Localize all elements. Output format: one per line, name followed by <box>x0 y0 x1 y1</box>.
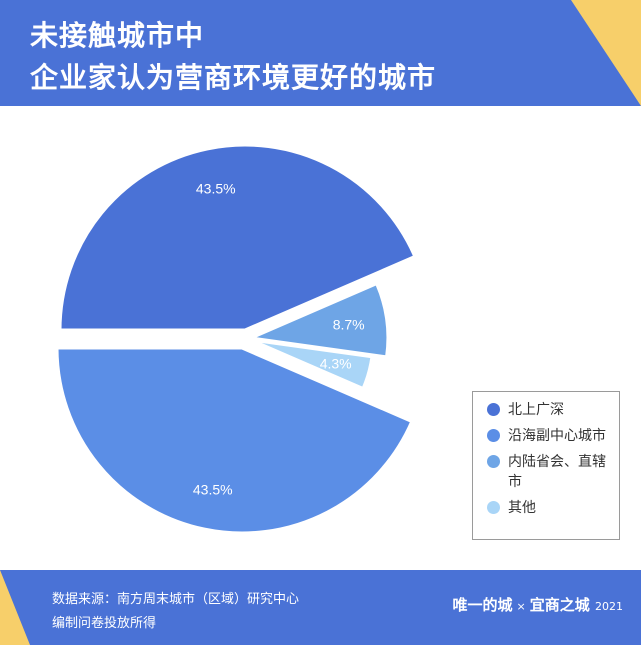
legend-item-0: 北上广深 <box>487 400 611 420</box>
brand-year: 2021 <box>595 600 623 613</box>
legend-label: 其他 <box>508 500 536 516</box>
brand-right-text: 宜商之城 <box>529 596 590 614</box>
pie-slice-0 <box>58 143 417 332</box>
brand-logo: 唯一的城 × 宜商之城 2021 <box>453 594 623 615</box>
brand-separator: × <box>516 600 526 613</box>
legend-dot-icon <box>487 455 500 468</box>
legend-item-2: 内陆省会、直辖市 <box>487 452 611 492</box>
slice-value-label-3: 4.3% <box>320 356 352 372</box>
pie-labels: 43.5% 8.7% 4.3% 43.5% <box>193 181 365 498</box>
pie-slice-1 <box>55 346 414 535</box>
chart-title-line-2: 企业家认为营商环境更好的城市 <box>30 61 437 94</box>
legend-label: 内陆省会、直辖市 <box>508 454 606 490</box>
header-corner-decoration <box>571 0 641 106</box>
pie-slice-2 <box>245 281 390 359</box>
pie-chart: 43.5% 8.7% 4.3% 43.5% <box>55 143 417 535</box>
legend-item-1: 沿海副中心城市 <box>487 426 611 446</box>
pie-slice-3 <box>250 338 374 391</box>
footer-corner-decoration <box>0 570 30 645</box>
header-banner: 未接触城市中 企业家认为营商环境更好的城市 <box>0 0 641 106</box>
legend-dot-icon <box>487 501 500 514</box>
legend-item-3: 其他 <box>487 498 611 518</box>
pie-slices <box>55 143 417 535</box>
data-source-line-2: 编制问卷投放所得 <box>52 616 157 631</box>
slice-value-label-0: 43.5% <box>196 181 236 197</box>
chart-legend: 北上广深 沿海副中心城市 内陆省会、直辖市 其他 <box>472 391 620 540</box>
footer-banner: 数据来源：南方周末城市（区域）研究中心 编制问卷投放所得 唯一的城 × 宜商之城 2… <box>0 570 641 645</box>
slice-value-label-2: 8.7% <box>333 317 365 333</box>
chart-title-line-1: 未接触城市中 <box>30 19 205 52</box>
legend-dot-icon <box>487 403 500 416</box>
data-source-line-1: 数据来源：南方周末城市（区域）研究中心 <box>52 592 300 607</box>
legend-label: 北上广深 <box>508 402 564 418</box>
slice-value-label-1: 43.5% <box>193 481 233 497</box>
legend-label: 沿海副中心城市 <box>508 428 606 444</box>
legend-dot-icon <box>487 429 500 442</box>
brand-left-text: 唯一的城 <box>452 596 513 614</box>
